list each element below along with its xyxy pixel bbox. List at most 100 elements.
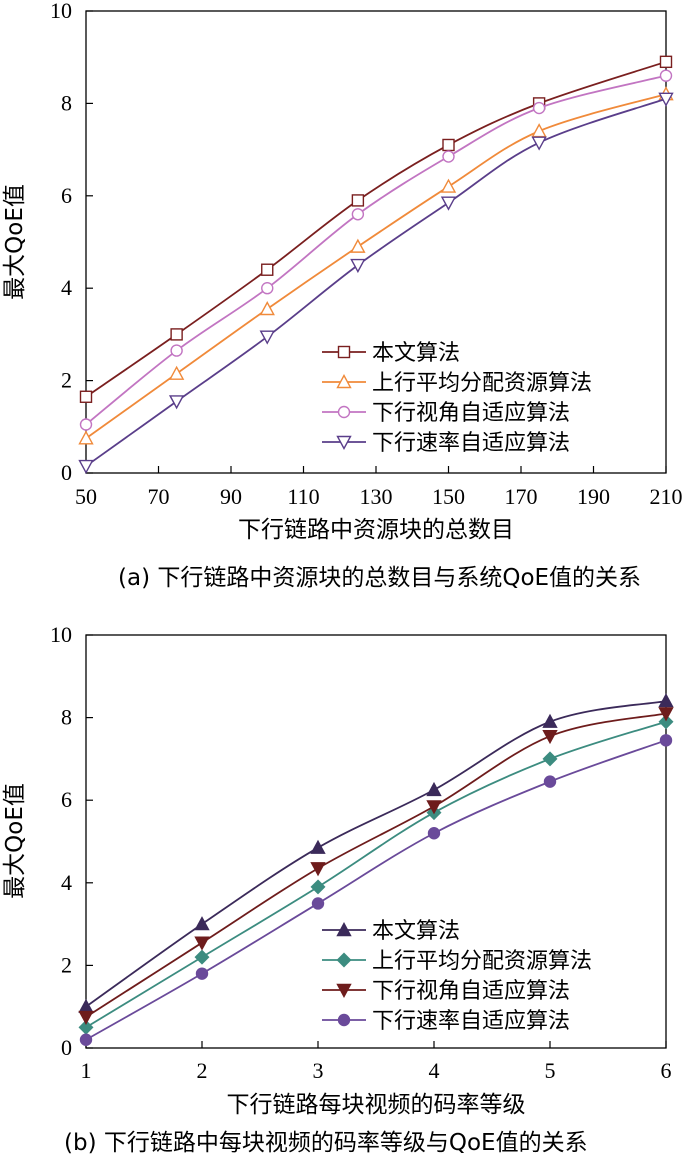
chart-a-x-tick-label: 150 [432,484,465,509]
chart-a-data-point [351,194,365,207]
chart-b-data-point [426,781,442,797]
chart-b-data-point [310,862,326,877]
chart-b-y-tick-label: 6 [61,787,72,812]
chart-b-x-tick-label: 6 [661,1058,672,1083]
chart-a-x-ticks: 50 70 90 110 130 150 170 190 210 [75,466,683,509]
chart-a-data-point [78,430,94,445]
chart-a-y-tick-label: 0 [61,460,72,485]
chart-b-y-tick-label: 10 [50,622,72,647]
chart-b-data-point [658,693,674,708]
chart-a-data-point [531,123,547,138]
chart-b-data-point [194,949,210,965]
chart-b-data-point [542,751,558,767]
chart-a-data-point [261,282,274,295]
chart-b-legend-marker [337,1013,351,1027]
chart-a-data-point [440,178,457,193]
chart-b-x-tick-label: 2 [197,1058,208,1083]
chart-a-y-ticks: 0 2 4 6 8 10 [50,0,93,485]
chart-b-data-point [542,713,558,728]
chart-a-legend-label: 上行平均分配资源算法 [372,371,592,396]
chart-b-legend-marker [336,922,352,937]
chart-a-series [78,55,674,475]
chart-b-y-tick-label: 4 [61,870,72,895]
chart-b-legend-label: 下行速率自适应算法 [372,1009,570,1034]
chart-b-data-point [427,827,441,840]
chart-b-data-point [543,775,557,788]
chart-a-data-point [532,101,546,115]
chart-b-data-point [78,998,94,1013]
chart-b-x-tick-label: 1 [81,1058,92,1083]
chart-a-legend-label: 本文算法 [372,341,460,366]
chart-b-x-tick-label: 4 [429,1058,440,1083]
chart-a-data-point [350,258,366,274]
chart-a-x-tick-label: 130 [360,484,393,509]
chart-b-series [78,693,674,1046]
chart-b-data-point [658,707,674,722]
chart-a-data-point [659,55,673,69]
chart-a-x-tick-label: 190 [577,484,610,509]
chart-a-data-point [531,136,547,151]
chart-b-y-ticks: 0 2 4 6 8 10 [50,622,93,1060]
chart-a-data-point [442,150,455,163]
chart-a-data-point [168,365,185,380]
chart-a-data-point [259,301,275,316]
chart-b-y-tick-label: 8 [61,705,72,730]
chart-b-series-line-2 [85,712,667,1018]
chart-a-x-tick-label: 50 [75,484,97,509]
chart-b-data-point [658,714,674,730]
chart-b-data-point [79,1033,93,1046]
chart-a-data-point [658,92,674,107]
chart-b-data-point [542,729,558,745]
chart-b-data-point [195,967,209,980]
chart-b-x-ticks: 1 2 3 4 5 6 [81,1041,672,1083]
chart-a-legend-marker [336,374,352,389]
chart-a-data-point [79,418,93,431]
chart-a-x-tick-label: 210 [650,484,683,509]
chart-a-y-tick-label: 10 [50,0,72,23]
chart-a-caption: (a) 下行链路中资源块的总数目与系统QoE值的关系 [118,565,641,591]
chart-a-data-point [351,208,365,221]
chart-a-x-axis-label: 下行链路中资源块的总数目 [238,517,514,543]
chart-a-data-point [259,330,275,345]
chart-b-caption: (b) 下行链路中每块视频的码率等级与QoE值的关系 [64,1130,588,1156]
chart-b-y-axis-label: 最大QoE值 [2,783,28,899]
chart-b-y-tick-label: 0 [61,1035,72,1060]
chart-a-x-tick-label: 110 [287,484,319,509]
chart-b-y-tick-label: 2 [61,952,72,977]
chart-b-legend-marker [336,952,352,968]
chart-a-data-point [659,69,673,82]
chart-a-y-tick-label: 8 [61,90,72,115]
chart-b-data-point [78,1010,94,1025]
chart-b-series-line-3 [85,739,667,1041]
chart-b-legend-marker [336,983,352,998]
chart-b-data-point [194,936,210,951]
chart-b-data-point [311,897,325,910]
chart-a-y-tick-label: 4 [61,275,72,300]
chart-a-x-tick-label: 90 [220,484,242,509]
chart-a-data-point [78,459,94,475]
chart-a-data-point [170,344,183,357]
chart-a-data-point [442,138,455,152]
chart-a-legend-marker [336,435,352,450]
chart-a-data-point [79,390,93,403]
chart-b-legend-label: 下行视角自适应算法 [372,979,570,1004]
chart-a-y-tick-label: 6 [61,183,72,208]
chart-b-data-point [310,879,326,895]
chart-a: 0 2 4 6 8 10 50 70 90 110 130 150 170 190 210 本文算法上行平… [2,0,683,591]
chart-b-series-line-0 [85,700,667,1008]
chart-b-data-point [194,916,210,931]
chart-a-data-point [170,328,183,341]
chart-b-data-point [310,839,326,854]
chart-b-x-axis-label: 下行链路每块视频的码率等级 [227,1092,526,1118]
chart-b-plot-frame [85,634,667,1049]
chart-a-legend-label: 下行速率自适应算法 [372,431,570,456]
chart-b-x-tick-label: 3 [313,1058,324,1083]
chart-a-data-point [350,238,366,253]
chart-b-legend-label: 上行平均分配资源算法 [372,949,592,974]
chart-b-x-tick-label: 5 [545,1058,556,1083]
chart-a-legend-label: 下行视角自适应算法 [372,401,570,426]
